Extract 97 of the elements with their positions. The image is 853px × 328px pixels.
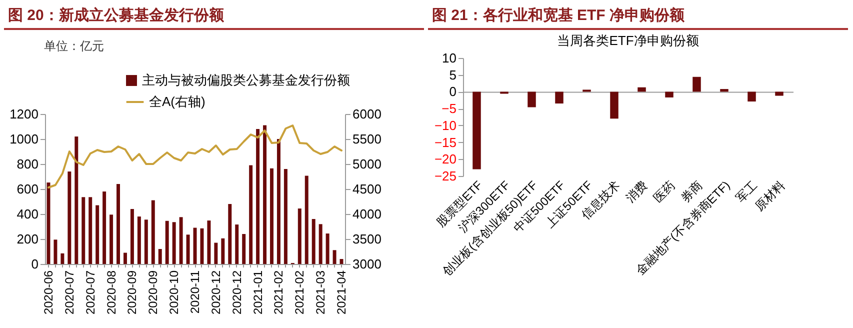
bar [318,224,322,264]
bar [151,200,155,264]
bar [116,184,120,264]
y-tick-label: 5 [449,67,456,82]
x-tick-label: 2020-12 [230,270,244,315]
bar [82,197,86,264]
bar [214,242,218,264]
bar [172,222,176,264]
bar [276,139,280,264]
y2-tick-label: 4500 [352,182,382,196]
legend-label: 主动与被动偏股类公募基金发行份额 [142,72,350,88]
y-tick-label: 0 [449,84,456,100]
bar [270,168,274,264]
y-tick-label: 10 [442,50,456,66]
bar [256,129,260,264]
bar [555,92,564,104]
bar [638,87,646,92]
chart-title: 图 21：各行业和宽基 ETF 净申购份额 [428,4,848,30]
bar [144,220,148,264]
bar [221,238,225,264]
bar [158,249,162,264]
y-tick-label: 600 [16,182,38,196]
bar [88,197,92,264]
bar [46,182,50,264]
bar [263,125,267,264]
y2-tick-label: 6000 [352,106,382,122]
bar [207,220,211,264]
bar [720,89,728,92]
x-tick-label: 2021-04 [334,270,349,315]
x-tick-label: 消费 [623,178,650,205]
bar [326,234,330,264]
x-tick-label: 2021-01 [250,270,265,315]
bar [60,253,64,264]
bar [665,92,674,98]
bar [228,204,232,264]
x-tick-label: 2020-12 [208,270,223,315]
bar [340,259,344,264]
bar [186,234,190,264]
x-tick-label: 2020-09 [125,270,140,315]
legend-label: 全A(右轴) [149,94,206,109]
bar [775,92,784,96]
bar [332,250,336,264]
bar [96,205,100,264]
x-tick-label: 2020-10 [167,270,182,315]
bar [74,136,78,264]
y-tick-label: 0 [31,256,38,272]
bar [179,217,183,264]
chart-subtitle: 当周各类ETF净申购份额 [557,33,699,48]
y2-tick-label: 5000 [352,156,382,172]
bar [242,234,246,264]
y-tick-label: −15 [434,134,456,150]
y-tick-label: −25 [434,168,456,184]
chart-title: 图 20：新成立公募基金发行份额 [4,4,424,30]
y-tick-label: −10 [434,118,456,133]
y-tick-label: 200 [16,232,38,246]
bar [102,192,106,264]
x-tick-label: 2021-03 [314,270,328,315]
y-tick-label: 800 [16,156,38,172]
text: 单位：亿元 [44,38,104,55]
bar [692,76,701,92]
y-tick-label: 1200 [10,106,38,122]
bar [249,165,253,264]
y2-tick-label: 3500 [352,232,382,246]
line-series [47,124,343,188]
x-tick-label: 2020-11 [188,270,202,314]
bar [472,92,481,170]
bar [165,220,169,264]
y-tick-label: 400 [16,206,38,222]
x-tick-label: 2021-02 [272,270,286,315]
y2-tick-label: 4000 [352,206,382,222]
bar [110,214,114,264]
x-tick-label: 2020-08 [104,270,118,315]
x-tick-label: 医药 [650,178,678,205]
y2-tick-label: 3000 [352,256,382,272]
y2-tick-label: 5500 [352,132,382,146]
bar [68,172,72,264]
bar [304,176,308,264]
y-tick-label: −20 [434,152,456,167]
bar [137,216,141,264]
bar [284,169,288,264]
bar [528,92,536,108]
bar [235,224,239,264]
bar [312,219,316,264]
bar [123,252,127,264]
bar [130,209,134,264]
x-tick-label: 2020-07 [62,270,76,315]
bar [54,240,58,264]
x-tick-label: 2020-07 [83,270,98,315]
bar [200,228,204,264]
bar [610,92,618,119]
x-tick-label: 2021-02 [292,270,307,315]
bar [298,208,302,264]
y-tick-label: 1000 [10,132,38,146]
bar [748,92,756,102]
x-tick-label: 2020-09 [146,270,160,315]
y-tick-label: −5 [442,101,456,116]
x-tick-label: 2020-06 [41,270,56,315]
